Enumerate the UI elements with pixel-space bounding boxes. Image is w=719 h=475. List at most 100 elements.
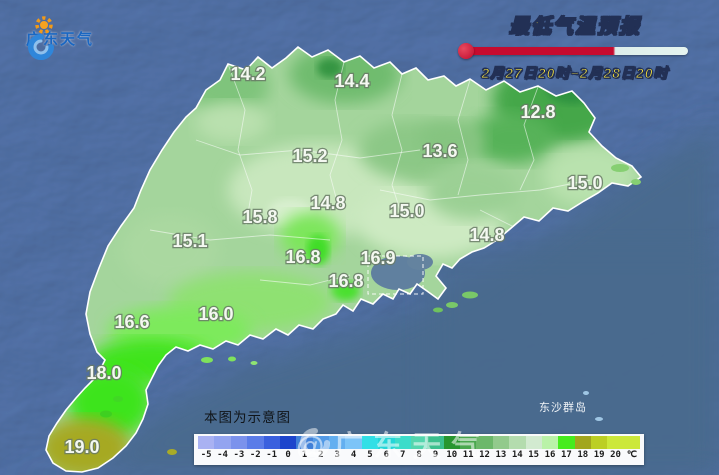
dongsha-islet bbox=[583, 391, 589, 395]
temp-label: 19.0 bbox=[64, 437, 99, 457]
legend-step-8: 8 bbox=[410, 436, 428, 463]
title-block: 最低气温预报 2月27日20时~2月28日20时 bbox=[450, 10, 700, 83]
estuary-inlet bbox=[407, 254, 433, 270]
legend-step-℃: ℃ bbox=[623, 436, 641, 463]
legend-tick-label: 14 bbox=[511, 450, 523, 460]
temp-label: 18.0 bbox=[86, 363, 121, 383]
legend-step--4: -4 bbox=[214, 436, 231, 463]
legend-color-cell bbox=[410, 436, 428, 449]
legend-tick-label: 16 bbox=[544, 450, 556, 460]
legend-step-12: 12 bbox=[476, 436, 493, 463]
legend-color-cell bbox=[378, 436, 395, 449]
legend-step-3: 3 bbox=[329, 436, 346, 463]
legend-color-cell bbox=[214, 436, 231, 449]
temp-label: 16.0 bbox=[198, 304, 233, 324]
legend-tick-label: 15 bbox=[528, 450, 540, 460]
legend-step--3: -3 bbox=[230, 436, 248, 463]
legend-step-16: 16 bbox=[541, 436, 559, 463]
thermometer-graphic bbox=[450, 42, 700, 60]
legend-tick-label: -2 bbox=[249, 450, 261, 460]
legend-tick-label: 5 bbox=[367, 450, 373, 460]
legend-step-14: 14 bbox=[509, 436, 526, 463]
legend-color-cell bbox=[329, 436, 346, 449]
legend-color-cell bbox=[558, 436, 575, 449]
legend-color-cell bbox=[279, 436, 297, 449]
legend-step-4: 4 bbox=[345, 436, 362, 463]
legend-color-cell bbox=[492, 436, 510, 449]
legend-color-cell bbox=[247, 436, 264, 449]
legend-color-cell bbox=[312, 436, 329, 449]
legend-tick-label: 3 bbox=[334, 450, 340, 460]
legend-step--2: -2 bbox=[247, 436, 264, 463]
legend-tick-label: ℃ bbox=[626, 450, 637, 460]
islands bbox=[100, 164, 641, 455]
legend-tick-label: 0 bbox=[285, 450, 291, 460]
legend-tick-label: 9 bbox=[432, 450, 439, 460]
dongsha-islet bbox=[595, 417, 603, 421]
legend-color-cell bbox=[230, 436, 248, 449]
legend-step-11: 11 bbox=[460, 436, 477, 463]
legend-tick-label: 6 bbox=[383, 450, 390, 460]
legend-color-cell bbox=[427, 436, 444, 449]
legend-step-13: 13 bbox=[492, 436, 510, 463]
legend-color-cell bbox=[591, 436, 608, 449]
legend-step-2: 2 bbox=[312, 436, 329, 463]
legend-color-cell bbox=[623, 436, 641, 449]
legend-color-cell bbox=[574, 436, 591, 449]
temp-label: 16.9 bbox=[360, 248, 395, 268]
legend-tick-label: -3 bbox=[233, 450, 245, 460]
legend-tick-label: -4 bbox=[217, 450, 228, 460]
legend-step--5: -5 bbox=[198, 436, 215, 463]
legend-tick-label: 2 bbox=[318, 450, 324, 460]
legend-color-cell bbox=[509, 436, 526, 449]
legend-step-6: 6 bbox=[378, 436, 395, 463]
temp-label: 15.0 bbox=[389, 201, 424, 221]
legend-step-20: 20 bbox=[607, 436, 624, 463]
legend-step-19: 19 bbox=[591, 436, 608, 463]
dongsha-islands-label: 东沙群岛 bbox=[539, 400, 587, 414]
legend-color-cell bbox=[541, 436, 559, 449]
temperature-legend: -5 -4 -3 -2 -1 0 1 2 3 4 5 6 7 8 9 10 11 12 13 14 15 16 17 18 19… bbox=[194, 434, 644, 465]
legend-color-cell bbox=[607, 436, 624, 449]
legend-tick-label: 17 bbox=[561, 450, 572, 460]
legend-step-0: 0 bbox=[279, 436, 297, 463]
page-title: 最低气温预报 bbox=[508, 15, 641, 38]
legend-tick-label: 8 bbox=[416, 450, 422, 460]
legend-tick-label: 10 bbox=[446, 450, 458, 460]
legend-color-cell bbox=[525, 436, 542, 449]
legend-step-7: 7 bbox=[394, 436, 411, 463]
temp-label: 13.6 bbox=[422, 141, 457, 161]
legend-tick-label: 4 bbox=[350, 450, 357, 460]
legend-tick-label: 20 bbox=[610, 450, 621, 460]
forecast-date-range: 2月27日20时~2月28日20时 bbox=[481, 65, 669, 82]
temperature-labels: 14.2 14.4 12.8 13.6 15.2 15.0 14.8 15.0 15.8 14.8… bbox=[63, 63, 604, 459]
temp-label: 16.8 bbox=[285, 247, 320, 267]
brand-logo: 广东天气 bbox=[22, 14, 94, 60]
legend-color-cell bbox=[460, 436, 477, 449]
legend-tick-label: 18 bbox=[577, 450, 589, 460]
legend-step-5: 5 bbox=[361, 436, 379, 463]
legend-color-cell bbox=[296, 436, 313, 449]
legend-step-1: 1 bbox=[296, 436, 313, 463]
legend-step-18: 18 bbox=[574, 436, 591, 463]
temp-label: 15.0 bbox=[567, 173, 602, 193]
legend-step--1: -1 bbox=[263, 436, 280, 463]
disclaimer-text: 本图为示意图 bbox=[204, 410, 291, 425]
legend-color-cell bbox=[361, 436, 379, 449]
legend-color-cell bbox=[198, 436, 215, 449]
temp-label: 16.8 bbox=[328, 271, 363, 291]
legend-tick-label: 7 bbox=[399, 450, 406, 460]
legend-color-cell bbox=[476, 436, 493, 449]
sun-swirl-logo-icon bbox=[28, 16, 54, 60]
temp-label: 15.8 bbox=[242, 207, 277, 227]
temp-label: 14.8 bbox=[310, 193, 345, 213]
temp-label: 15.1 bbox=[172, 231, 207, 251]
legend-tick-label: 13 bbox=[495, 450, 507, 460]
legend-step-10: 10 bbox=[443, 436, 460, 463]
legend-step-17: 17 bbox=[558, 436, 575, 463]
legend-step-9: 9 bbox=[427, 436, 444, 463]
temp-label: 14.2 bbox=[230, 64, 265, 84]
estuary-dashed-box bbox=[367, 255, 424, 295]
